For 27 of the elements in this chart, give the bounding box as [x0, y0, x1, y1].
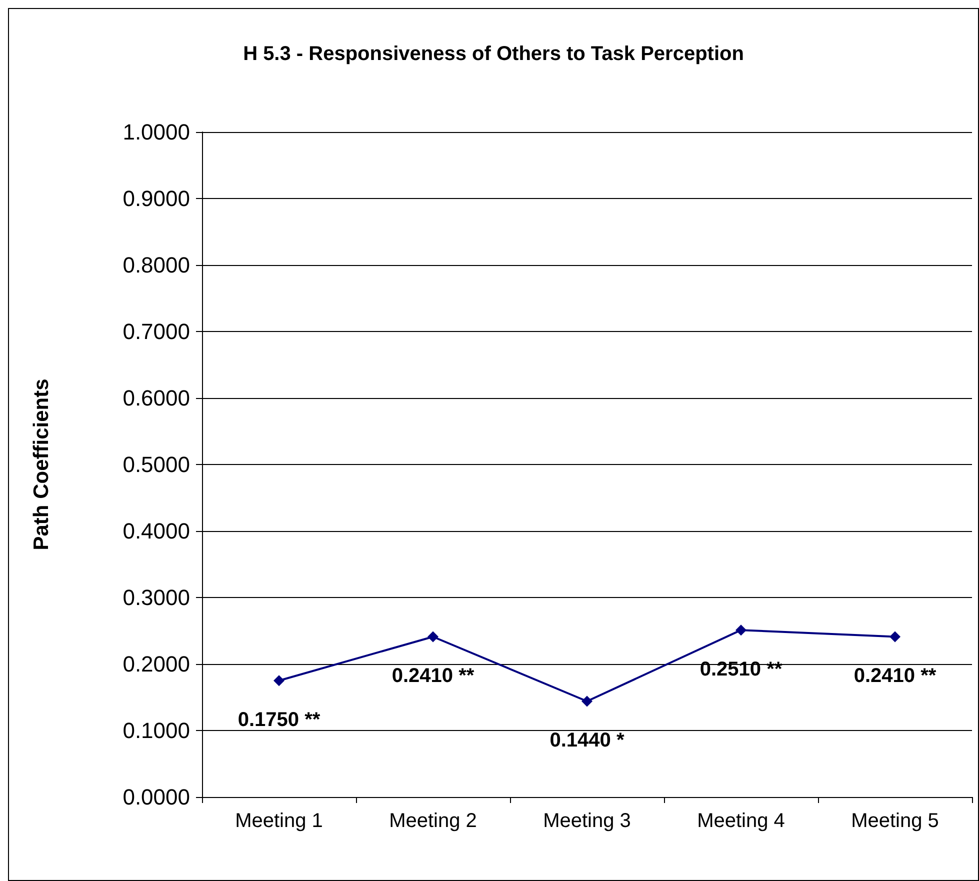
y-tick-label: 0.0000: [122, 784, 190, 810]
data-label: 0.2410 **: [854, 665, 936, 688]
point: [428, 631, 438, 642]
y-tick-label: 0.5000: [122, 452, 190, 477]
point: [736, 624, 746, 636]
y-tick-label: 0.2000: [122, 652, 190, 676]
point: [890, 631, 900, 642]
y-tick-label: 1.0000: [122, 120, 190, 144]
data-label: 0.1750 **: [238, 709, 320, 732]
x-tick-label: Meeting 2: [389, 810, 477, 832]
chart-title: H 5.3 - Responsiveness of Others to Task Perception: [243, 43, 744, 65]
x-tick-label: Meeting 3: [543, 810, 631, 832]
point: [582, 696, 592, 707]
y-tick-label: 0.7000: [122, 319, 190, 344]
x-tick-label: Meeting 5: [851, 810, 939, 832]
point: [274, 675, 284, 686]
y-tick-label: 0.6000: [122, 386, 190, 410]
x-tick-label: Meeting 4: [697, 810, 785, 832]
y-tick-label: 0.4000: [122, 518, 190, 544]
y-axis-title: Path Coefficients: [30, 378, 53, 550]
data-label: 0.2410 **: [392, 665, 474, 688]
x-tick-label: Meeting 1: [235, 810, 323, 832]
y-tick-label: 0.8000: [122, 252, 190, 278]
y-tick-label: 0.3000: [122, 585, 190, 610]
y-tick-label: 0.9000: [122, 186, 190, 211]
y-tick-label: 0.1000: [122, 718, 190, 743]
data-label: 0.1440 *: [550, 730, 624, 752]
